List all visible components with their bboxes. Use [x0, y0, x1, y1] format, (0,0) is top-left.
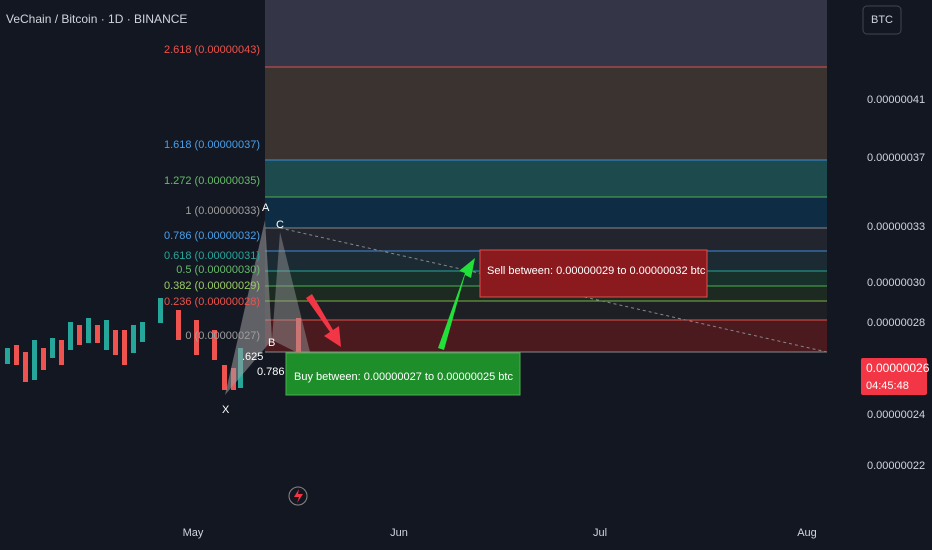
time-label: May	[183, 527, 204, 539]
candle	[296, 318, 301, 363]
sell-box	[479, 249, 708, 298]
down-arrow	[306, 294, 341, 347]
candle	[140, 322, 145, 342]
buy-text: Buy between: 0.00000027 to 0.00000025 bt…	[294, 371, 513, 383]
candle	[158, 298, 163, 323]
flash-icon[interactable]	[288, 486, 308, 506]
fib-label: 1 (0.00000033)	[185, 205, 260, 217]
fib-label: 0.382 (0.00000029)	[164, 280, 260, 292]
price-label: 0.00000028	[867, 317, 925, 329]
candle	[194, 320, 199, 355]
zone	[265, 301, 827, 320]
candle	[212, 330, 217, 360]
candle	[222, 365, 227, 390]
price-label: 0.00000030	[867, 277, 925, 289]
arrows	[306, 258, 475, 350]
harmonic-pattern	[225, 220, 312, 395]
fib-label: 0.618 (0.00000031)	[164, 250, 260, 262]
price-axis: BTC 0.00000041 0.00000037 0.00000033 0.0…	[840, 0, 932, 520]
point-label: A	[262, 202, 270, 214]
price-label: 0.00000024	[867, 409, 925, 421]
candle	[14, 345, 19, 365]
price-label: 0.00000033	[867, 221, 925, 233]
time-label: Jun	[390, 527, 408, 539]
zone	[265, 67, 827, 160]
point-label: B	[268, 337, 275, 349]
candles	[5, 298, 301, 390]
time-label: Jul	[593, 527, 607, 539]
point-label: C	[276, 219, 284, 231]
fib-labels: 2.618 (0.00000043) 1.618 (0.00000037) 1.…	[164, 44, 260, 342]
time-axis: May Jun Jul Aug	[183, 527, 817, 539]
candle	[95, 325, 100, 343]
candle	[50, 338, 55, 358]
fib-label: 0.786 (0.00000032)	[164, 230, 260, 242]
ratio-label: 0.786	[257, 366, 285, 378]
pattern-leg	[272, 232, 312, 360]
flash-bolt	[294, 489, 303, 503]
zone	[265, 0, 827, 67]
fib-label: 0.5 (0.00000030)	[176, 264, 260, 276]
zone	[265, 228, 827, 251]
candle	[68, 322, 73, 350]
zone	[265, 320, 827, 352]
price-label: 0.00000022	[867, 460, 925, 472]
zone	[265, 160, 827, 197]
candle	[32, 340, 37, 380]
candle	[122, 330, 127, 365]
buy-annotation: Buy between: 0.00000027 to 0.00000025 bt…	[285, 352, 521, 396]
candle	[5, 348, 10, 364]
fib-zones	[265, 0, 827, 353]
pattern-leg	[225, 220, 272, 395]
countdown: 04:45:48	[866, 380, 909, 392]
current-price: 0.00000026	[866, 361, 930, 375]
point-label: X	[222, 404, 230, 416]
price-label: 0.00000041	[867, 94, 925, 106]
candle	[77, 325, 82, 345]
time-label: Aug	[797, 527, 817, 539]
fib-label: 1.618 (0.00000037)	[164, 139, 260, 151]
sell-text: Sell between: 0.00000029 to 0.00000032 b…	[487, 265, 706, 277]
current-price-box	[861, 358, 927, 395]
candle	[23, 352, 28, 382]
ratio-label: .625	[242, 351, 263, 363]
fib-label: 1.272 (0.00000035)	[164, 175, 260, 187]
up-arrow	[438, 258, 475, 350]
candle	[104, 320, 109, 350]
candle	[176, 310, 181, 340]
fib-label: 0.236 (0.00000028)	[164, 296, 260, 308]
candle	[59, 340, 64, 365]
fib-label: 2.618 (0.00000043)	[164, 44, 260, 56]
candle	[86, 318, 91, 343]
candle	[131, 325, 136, 353]
price-label: 0.00000037	[867, 152, 925, 164]
currency-label: BTC	[871, 14, 893, 26]
candle	[113, 330, 118, 355]
fib-label: 0 (0.00000027)	[185, 330, 260, 342]
price-axis-bg	[840, 0, 932, 520]
chart-title: VeChain / Bitcoin · 1D · BINANCE	[6, 12, 187, 26]
currency-button[interactable]	[862, 5, 902, 35]
zone	[265, 197, 827, 228]
sell-annotation: Sell between: 0.00000029 to 0.00000032 b…	[479, 249, 708, 298]
candle	[41, 348, 46, 370]
buy-box	[285, 352, 521, 396]
